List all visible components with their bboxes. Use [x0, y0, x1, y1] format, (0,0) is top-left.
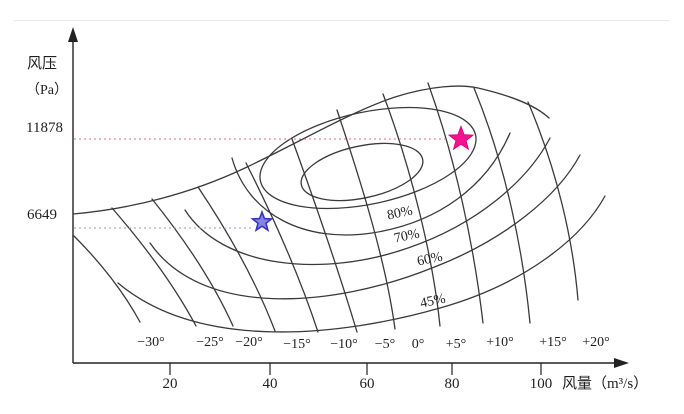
curve-plus-5 — [382, 93, 441, 327]
x-tick-label-80: 80 — [444, 376, 460, 392]
angle-label-minus-20: −20° — [235, 335, 263, 350]
angle-label-minus-10: −10° — [330, 337, 358, 352]
blue-star-marker — [250, 209, 274, 232]
angle-label-minus-15: −15° — [283, 337, 311, 352]
curve-minus-20 — [151, 198, 234, 327]
angle-label-0: 0° — [411, 337, 425, 352]
angle-label-minus-30: −30° — [137, 335, 165, 350]
curve-minus-10 — [245, 162, 319, 333]
angle-label-plus-5: +5° — [445, 337, 467, 352]
angle-label-minus-5: −5° — [374, 337, 396, 352]
y-axis-arrow-icon — [68, 27, 78, 42]
efficiency-contour-60 — [149, 154, 581, 300]
efficiency-contour-70 — [184, 137, 551, 266]
efficiency-contour-inner — [300, 142, 424, 202]
pink-star-marker — [447, 125, 475, 151]
curve-plus-10 — [427, 82, 484, 324]
y-axis-title-line1: 风压 — [27, 56, 58, 72]
x-tick-label-60: 60 — [359, 376, 375, 392]
angle-label-plus-15: +15° — [539, 335, 567, 350]
angle-label-plus-20: +20° — [582, 335, 610, 350]
curve-plus-20 — [527, 101, 579, 301]
x-tick-label-20: 20 — [162, 376, 178, 392]
x-tick-label-100: 100 — [529, 376, 553, 392]
curve-minus-30 — [73, 235, 141, 323]
y-tick-label-11878: 11878 — [26, 120, 63, 136]
curve-minus-25 — [111, 207, 197, 327]
x-axis-arrow-icon — [614, 358, 629, 368]
curve-minus-15 — [197, 186, 276, 332]
envelope-curve — [72, 85, 550, 215]
angle-label-minus-25: −25° — [196, 335, 224, 350]
curve-plus-15 — [473, 87, 531, 324]
curve-minus-5 — [291, 138, 358, 333]
x-tick-label-40: 40 — [262, 376, 278, 392]
x-axis-title: 风量（m³/s） — [562, 376, 649, 392]
y-tick-label-6649: 6649 — [27, 207, 57, 223]
curve-0 — [336, 109, 396, 330]
y-axis-title-line2: （Pa） — [26, 83, 68, 98]
x-axis-ticks — [169, 363, 542, 375]
efficiency-contour-second — [259, 106, 477, 210]
page-divider — [14, 20, 670, 21]
efficiency-contour-80 — [231, 132, 511, 236]
angle-label-plus-10: +10° — [486, 335, 514, 350]
efficiency-contour-45 — [117, 195, 606, 333]
